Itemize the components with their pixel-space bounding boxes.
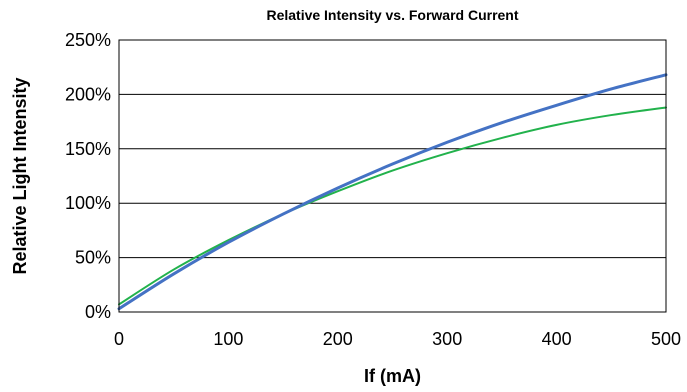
x-axis-label: If (mA) [364,366,421,386]
y-tick-label: 50% [75,248,111,268]
plot-frame [118,39,667,313]
y-tick-label: 200% [65,84,111,104]
series-line-blue [117,73,668,311]
x-tick-label: 0 [114,329,124,349]
x-tick-label: 200 [323,329,353,349]
y-axis-label: Relative Light Intensity [10,77,30,274]
x-tick-label: 500 [651,329,681,349]
x-axis-ticks: 0 100 200 300 400 500 [114,329,681,349]
x-tick-label: 100 [213,329,243,349]
y-tick-label: 250% [65,30,111,50]
chart-title: Relative Intensity vs. Forward Current [266,7,518,23]
y-tick-label: 0% [85,302,111,322]
series-line-green [118,106,667,306]
grid-lines [119,93,666,259]
y-tick-label: 100% [65,193,111,213]
y-axis-ticks: 0% 50% 100% 150% 200% 250% [65,30,111,322]
x-tick-label: 400 [542,329,572,349]
y-tick-label: 150% [65,139,111,159]
plot-border [118,39,667,313]
x-tick-label: 300 [432,329,462,349]
series-layer [117,73,668,311]
